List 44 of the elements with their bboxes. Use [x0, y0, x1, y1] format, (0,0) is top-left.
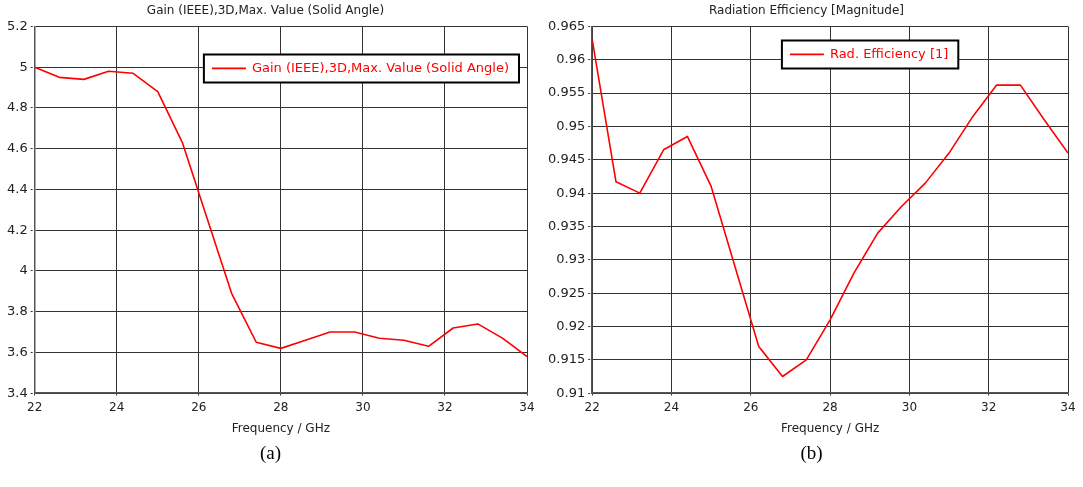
y-tick-label: 5 — [19, 58, 28, 74]
y-tick-label: 4.8 — [6, 99, 28, 115]
legend-label: Rad. Efficiency [1] — [829, 45, 949, 61]
x-tick-label: 28 — [273, 399, 289, 414]
y-tick-label: 0.945 — [548, 151, 586, 167]
x-tick-label: 26 — [191, 399, 207, 414]
x-axis-title: Frequency / GHz — [231, 420, 330, 435]
y-tick-label: 0.93 — [556, 251, 586, 267]
x-axis-title: Frequency / GHz — [780, 420, 880, 435]
y-tick-label: 0.91 — [556, 384, 586, 400]
text: (a) — [258, 442, 283, 464]
y-tick-label: 4.4 — [6, 180, 28, 196]
x-tick-label: 30 — [901, 399, 918, 414]
x-tick-label: 30 — [355, 399, 371, 414]
x-tick-label: 22 — [27, 399, 43, 414]
y-tick-label: 3.8 — [6, 303, 28, 319]
y-tick-label: 0.92 — [556, 317, 586, 333]
y-tick-label: 4.6 — [6, 140, 28, 156]
text: (b) — [799, 442, 824, 464]
y-tick-label: 0.955 — [548, 84, 586, 100]
legend-label: Gain (IEEE),3D,Max. Value (Solid Angle) — [251, 59, 510, 75]
x-tick-label: 34 — [1060, 399, 1076, 414]
x-tick-label: 34 — [519, 399, 535, 414]
x-tick-label: 24 — [663, 399, 680, 414]
y-tick-label: 0.94 — [556, 184, 586, 200]
x-tick-label: 28 — [822, 399, 838, 414]
chart-title: Gain (IEEE),3D,Max. Value (Solid Angle) — [146, 3, 385, 18]
y-tick-label: 3.4 — [6, 384, 28, 400]
y-tick-label: 3.6 — [6, 343, 28, 359]
x-tick-label: 32 — [437, 399, 453, 414]
y-tick-label: 4 — [19, 262, 28, 278]
y-tick-label: 0.95 — [556, 117, 586, 133]
x-tick-label: 26 — [743, 399, 759, 414]
y-tick-label: 4.2 — [6, 221, 28, 237]
y-tick-label: 0.915 — [548, 351, 586, 367]
y-tick-label: 0.96 — [556, 51, 586, 67]
y-tick-label: 0.925 — [548, 284, 586, 300]
x-tick-label: 32 — [981, 399, 997, 414]
x-tick-label: 22 — [584, 399, 600, 414]
y-tick-label: 0.935 — [548, 217, 586, 233]
chart-title: Radiation Efficiency [Magnitude] — [708, 3, 905, 18]
y-tick-label: 5.2 — [6, 17, 28, 33]
x-tick-label: 24 — [109, 399, 125, 414]
y-tick-label: 0.965 — [548, 17, 586, 33]
